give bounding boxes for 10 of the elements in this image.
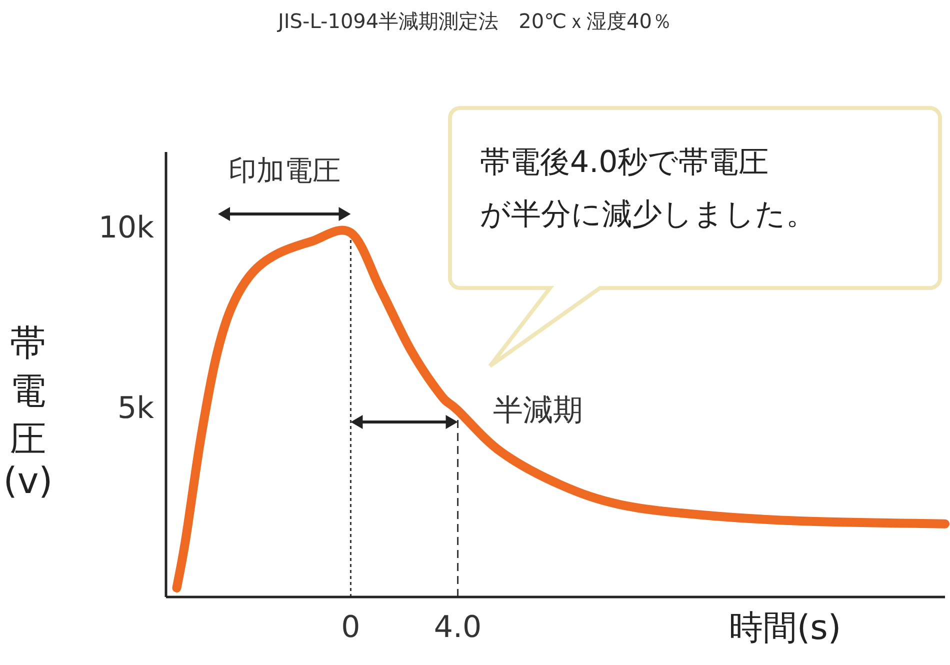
annotation: 印加電圧 [228,154,340,187]
y-tick-label: 10k [98,210,155,246]
x-axis-title: 時間(s) [728,608,842,648]
annotation: 帯電後4.0秒で帯電圧が半分に減少しました。 [480,145,816,232]
y-axis-title: 帯電圧(v) [3,323,53,502]
x-tick-label: 4.0 [434,610,482,645]
x-tick-label: 0 [341,610,360,645]
y-tick-label: 5k [118,390,155,426]
annotation: 半減期 [492,393,583,428]
chart-title: JIS-L-1094半減期測定法 20℃ｘ湿度40％ [276,9,672,33]
